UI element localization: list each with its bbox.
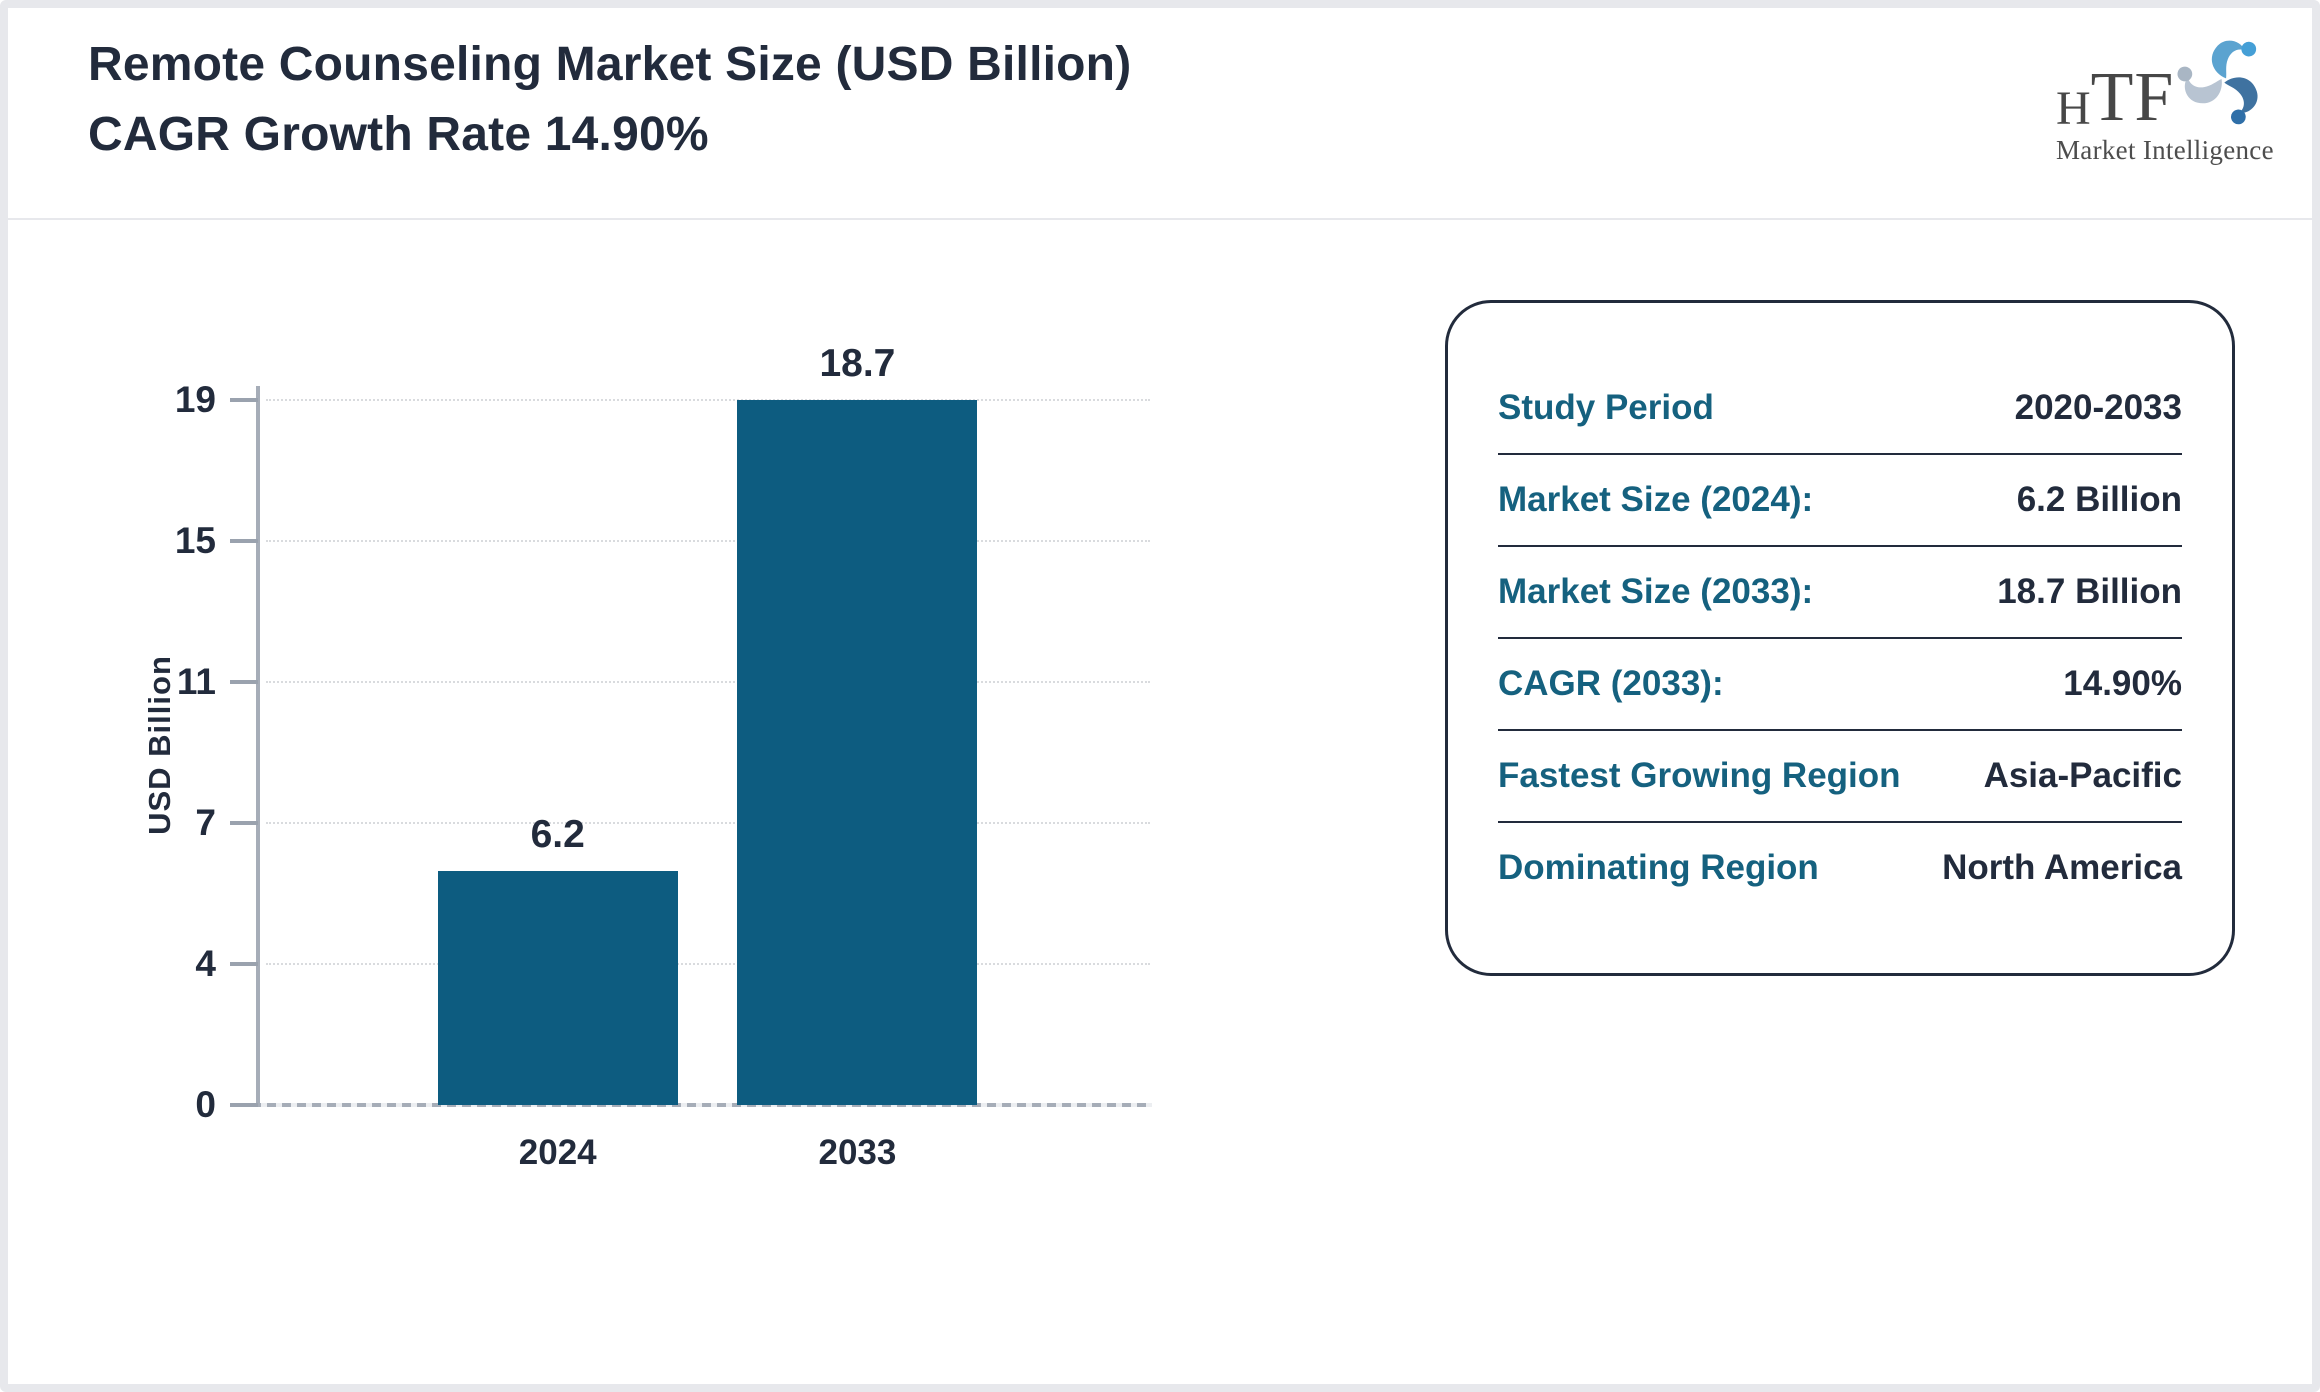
row-value: 2020-2033 [2014,388,2182,427]
row-value: Asia-Pacific [1983,756,2182,795]
logo-letter-h: H [2056,82,2091,135]
bar-chart: USD Billion 19 15 11 7 [130,330,1210,1210]
tick-mark [230,962,258,966]
y-axis-line [256,386,260,1107]
bar-value-label: 6.2 [530,813,585,857]
row-value: 14.90% [2063,664,2182,703]
title-line-2: CAGR Growth Rate 14.90% [88,108,709,161]
bar [737,400,978,1105]
row-label: Market Size (2024): [1498,480,1814,519]
bar-group: 6.2 [437,400,678,1105]
y-tick-label: 15 [174,520,216,561]
row-label: Market Size (2033): [1498,572,1814,611]
page-title: Remote Counseling Market Size (USD Billi… [88,30,1131,170]
header-divider [8,218,2312,220]
summary-row-study-period: Study Period 2020-2033 [1498,363,2182,453]
bar-value-label: 18.7 [819,342,896,385]
summary-row-market-size-2033: Market Size (2033): 18.7 Billion [1498,545,2182,637]
logo-letters-tf: TF [2090,59,2175,136]
summary-row-market-size-2024: Market Size (2024): 6.2 Billion [1498,453,2182,545]
logo-tagline: Market Intelligence [2056,135,2274,165]
y-tick-label: 0 [195,1084,216,1125]
summary-row-cagr: CAGR (2033): 14.90% [1498,637,2182,729]
summary-row-fastest-growing-region: Fastest Growing Region Asia-Pacific [1498,729,2182,821]
row-label: Study Period [1498,388,1714,427]
y-tick-label: 4 [195,943,216,984]
row-value: North America [1942,848,2182,887]
y-tick-label: 11 [176,661,216,702]
summary-panel: Study Period 2020-2033 Market Size (2024… [1445,300,2235,976]
y-tick-label: 7 [195,802,216,843]
y-axis-title: USD Billion [142,655,177,835]
title-line-1: Remote Counseling Market Size (USD Billi… [88,38,1132,91]
tick-mark [230,1103,258,1107]
htf-logo-row: H TF [2056,34,2272,133]
x-category-label: 2024 [518,1133,597,1172]
bar [437,871,678,1105]
htf-logo: H TF [2056,34,2274,166]
tick-mark [230,539,258,543]
summary-row-dominating-region: Dominating Region North America [1498,821,2182,913]
row-label: Fastest Growing Region [1498,756,1901,795]
row-value: 6.2 Billion [2016,480,2182,519]
x-category-label: 2033 [818,1133,897,1172]
bar-group: 18.7 [737,342,978,1105]
row-value: 18.7 Billion [1997,572,2182,611]
tick-mark [230,680,258,684]
row-label: Dominating Region [1498,848,1819,887]
logo-swirl-icon [2176,34,2272,131]
tick-mark [230,398,258,402]
row-label: CAGR (2033): [1498,664,1724,703]
plot-area: USD Billion 19 15 11 7 [142,342,1152,1172]
y-tick-label: 19 [174,379,216,420]
tick-mark [230,821,258,825]
